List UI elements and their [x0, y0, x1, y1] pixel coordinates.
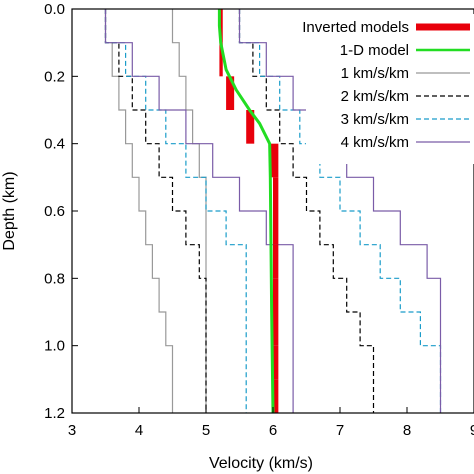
y-tick-label: 0.4 — [44, 136, 65, 153]
series-2-kmskm-left-bound — [104, 9, 207, 413]
inverted-model-bar — [273, 312, 279, 346]
plot-area — [104, 9, 442, 413]
inverted-model-bar — [219, 42, 223, 77]
x-axis: 3 4 5 6 7 8 9 — [68, 407, 474, 439]
inverted-model-bar — [269, 143, 279, 178]
inverted-model-bar — [273, 244, 279, 279]
inverted-model-bar — [226, 76, 235, 110]
inverted-model-bar — [273, 345, 279, 380]
inverted-model-bar — [273, 177, 279, 211]
x-tick-label: 5 — [202, 422, 210, 439]
series-3-kmskm-left-bound — [104, 9, 247, 413]
legend-label: 3 km/s/km — [341, 111, 409, 128]
y-axis: 0.0 0.2 0.4 0.6 0.8 1.0 1.2 — [44, 1, 78, 422]
x-tick-label: 9 — [470, 422, 474, 439]
legend-label: 2 km/s/km — [341, 88, 409, 105]
y-axis-title: Depth (km) — [1, 171, 18, 250]
series-4-kmskm-left-bound — [104, 9, 294, 413]
y-tick-label: 0.0 — [44, 1, 65, 18]
x-tick-label: 7 — [336, 422, 344, 439]
x-tick-label: 3 — [68, 422, 76, 439]
inverted-model-bar — [219, 9, 223, 43]
legend-label: 1-D model — [340, 42, 409, 59]
series-1-kmskm-left-bound — [104, 9, 174, 413]
inverted-model-bar — [273, 211, 279, 245]
y-tick-label: 0.6 — [44, 203, 65, 220]
legend: Inverted models 1-D model 1 km/s/km 2 km/s/… — [302, 14, 474, 164]
inverted-model-bar — [273, 379, 279, 413]
x-tick-label: 4 — [135, 422, 143, 439]
inverted-model-bar — [273, 278, 279, 312]
series-1d-model-line — [217, 9, 275, 413]
y-tick-label: 0.2 — [44, 68, 65, 85]
y-tick-label: 1.0 — [44, 338, 65, 355]
inverted-model-bar — [246, 110, 255, 144]
x-axis-title: Velocity (km/s) — [209, 455, 313, 472]
x-tick-label: 8 — [403, 422, 411, 439]
series-4-kmskm-right-bound — [238, 9, 442, 413]
legend-background — [306, 14, 474, 164]
y-tick-label: 0.8 — [44, 270, 65, 287]
legend-label: Inverted models — [302, 19, 409, 36]
x-tick-label: 6 — [269, 422, 277, 439]
y-tick-label: 1.2 — [44, 405, 65, 422]
legend-label: 4 km/s/km — [341, 134, 409, 151]
legend-label: 1 km/s/km — [341, 65, 409, 82]
